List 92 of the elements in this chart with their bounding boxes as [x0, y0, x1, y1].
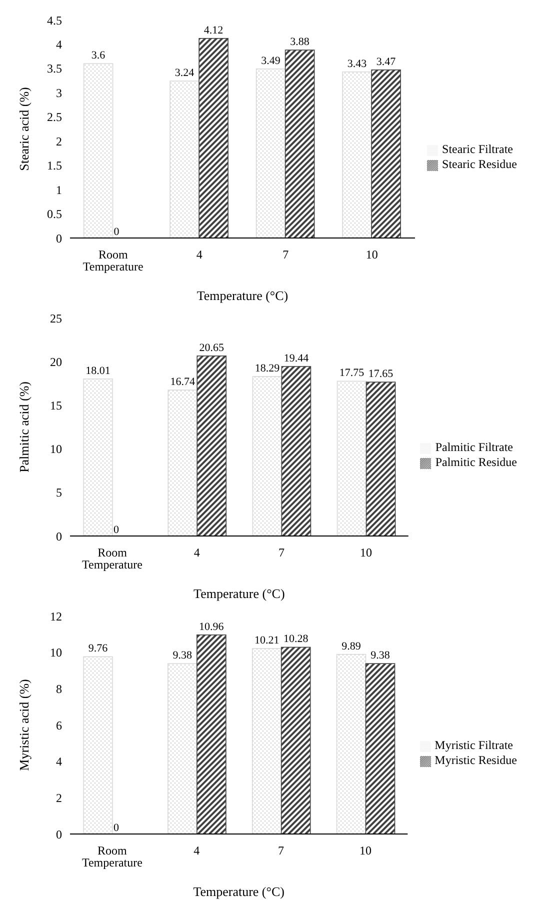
data-label: 18.01	[86, 364, 110, 377]
x-tick-label: 10	[359, 844, 372, 858]
bar	[366, 382, 396, 536]
data-label: 19.44	[284, 352, 310, 364]
data-label: 16.74	[170, 376, 196, 388]
bar	[336, 380, 367, 536]
data-label: 4.12	[204, 24, 224, 36]
x-tick-label: 10	[366, 248, 378, 262]
y-axis-title: Palmitic acid (%)	[16, 382, 32, 472]
data-label: 10.96	[199, 620, 224, 633]
x-tick-label: 7	[282, 248, 289, 262]
data-label: 10.28	[283, 633, 309, 646]
y-tick-label: 4	[56, 37, 62, 52]
x-axis-title: Temperature (°C)	[193, 884, 284, 899]
data-label: 9.38	[172, 650, 193, 662]
data-label: 3.47	[376, 56, 396, 68]
x-tick-label: Room Temperature	[82, 248, 144, 274]
bar	[83, 63, 114, 238]
bar	[83, 656, 113, 834]
x-tick-label: 4	[194, 844, 200, 858]
bar	[371, 70, 401, 238]
bar	[284, 50, 315, 238]
bar	[256, 68, 286, 238]
x-tick-label: 7	[278, 546, 284, 560]
data-label: 17.65	[368, 368, 394, 380]
data-label: 3.49	[261, 54, 281, 67]
bar	[196, 356, 227, 536]
y-tick-label: 4	[56, 754, 62, 769]
y-tick-label: 8	[56, 682, 62, 696]
bar	[252, 648, 282, 834]
bar	[280, 646, 311, 834]
bar	[281, 366, 312, 536]
y-axis-title: Myristic acid (%)	[16, 679, 32, 771]
x-tick-label: 7	[278, 844, 284, 858]
y-tick-label: 0.5	[47, 207, 62, 222]
y-axis-title: Stearic acid (%)	[16, 87, 32, 171]
legend-label: Stearic Residue	[442, 157, 517, 171]
y-tick-label: 6	[56, 718, 62, 732]
data-label: 17.75	[339, 367, 365, 380]
y-tick-label: 0	[56, 827, 62, 842]
y-tick-label: 5	[56, 486, 62, 500]
y-tick-label: 20	[50, 354, 62, 369]
x-tick-label: Room Temperature	[82, 844, 142, 870]
y-tick-label: 12	[50, 609, 62, 624]
legend-label: Myristic Filtrate	[434, 738, 513, 752]
legend-label: Stearic Filtrate	[442, 142, 513, 156]
y-tick-label: 10	[50, 646, 62, 660]
y-tick-label: 3.5	[47, 62, 62, 76]
x-tick-label: 10	[360, 546, 372, 560]
bar	[336, 654, 366, 834]
bar	[196, 634, 226, 834]
x-tick-label: Room Temperature	[82, 546, 143, 572]
data-label: 3.88	[290, 36, 310, 48]
x-axis-title: Temperature (°C)	[196, 288, 288, 303]
y-tick-label: 1	[56, 182, 62, 197]
bar	[170, 80, 200, 238]
bar	[168, 390, 198, 536]
y-tick-label: 3	[56, 86, 62, 100]
x-tick-label: 4	[194, 546, 200, 560]
bar	[198, 38, 228, 238]
data-label: 3.43	[347, 58, 368, 70]
data-label: 20.65	[199, 342, 224, 354]
y-tick-label: 4.5	[47, 13, 62, 28]
data-label: 18.29	[254, 362, 280, 375]
data-label: 0	[114, 822, 120, 834]
y-tick-label: 2.5	[47, 110, 62, 124]
bar	[252, 376, 282, 536]
y-tick-label: 2	[56, 790, 62, 805]
bar	[83, 378, 113, 536]
y-tick-label: 2	[56, 134, 62, 148]
bar	[342, 71, 372, 238]
legend-label: Palmitic Filtrate	[435, 440, 513, 454]
data-label: 3.24	[174, 67, 195, 80]
y-tick-label: 15	[50, 398, 62, 412]
data-label: 9.76	[88, 642, 108, 655]
data-label: 9.89	[342, 640, 362, 652]
legend-label: Myristic Residue	[434, 753, 517, 767]
y-tick-label: 0	[56, 529, 62, 544]
data-label: 10.21	[254, 634, 280, 647]
legend-label: Palmitic Residue	[435, 455, 517, 469]
data-label: 3.6	[91, 50, 106, 62]
x-axis-title: Temperature (°C)	[194, 586, 285, 601]
data-label: 9.38	[370, 650, 390, 662]
data-label: 0	[114, 524, 120, 536]
y-tick-label: 25	[50, 311, 62, 326]
bar	[365, 663, 396, 834]
y-tick-label: 1.5	[47, 158, 62, 173]
bar	[168, 663, 198, 834]
x-tick-label: 4	[196, 248, 202, 262]
y-tick-label: 10	[50, 442, 62, 456]
y-tick-label: 0	[56, 231, 62, 246]
data-label: 0	[114, 226, 120, 238]
